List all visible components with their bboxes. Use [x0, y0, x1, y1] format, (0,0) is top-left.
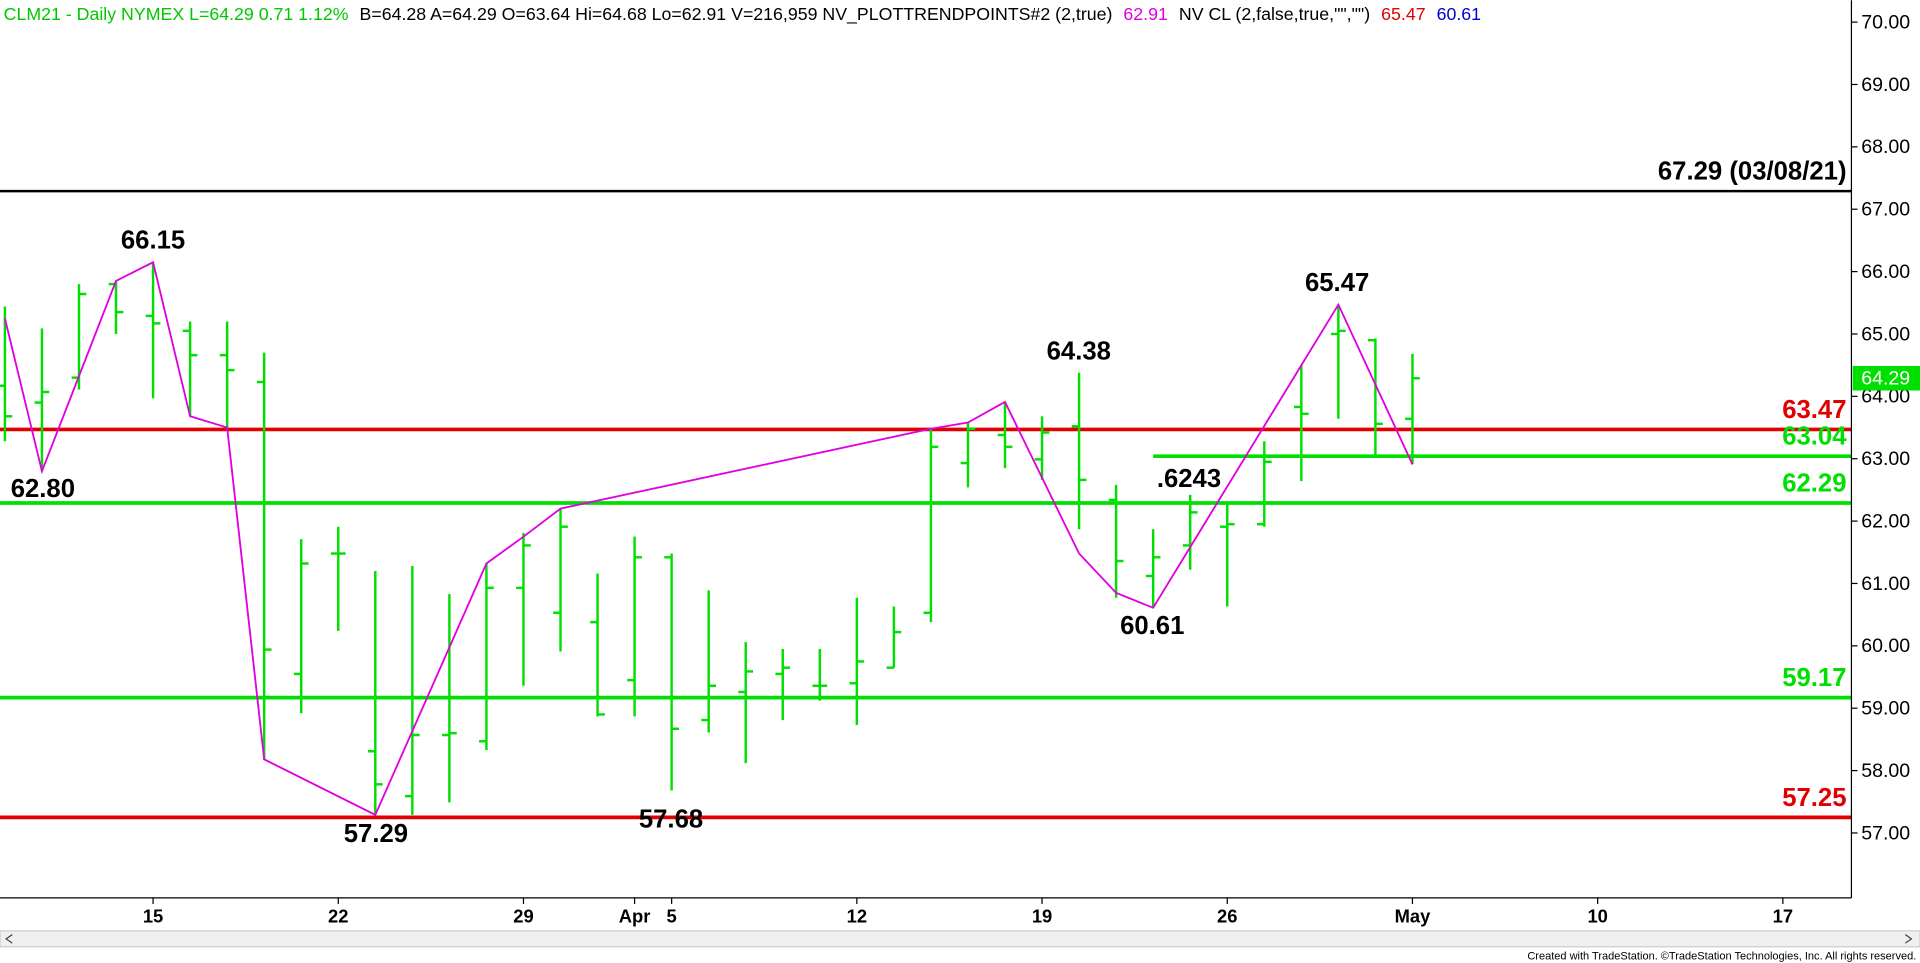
x-tick-label: 29 [513, 905, 533, 926]
x-tick-label: 26 [1217, 905, 1237, 926]
y-tick-label: 59.00 [1861, 698, 1910, 720]
level-label: 67.29 (03/08/21) [1658, 158, 1847, 186]
y-tick-label: 62.00 [1861, 510, 1910, 532]
level-label: 59.17 [1782, 664, 1846, 692]
annotation: 57.68 [639, 805, 703, 833]
header-item: B=64.28 A=64.29 O=63.64 Hi=64.68 Lo=62.9… [360, 4, 1113, 25]
last-price-label: 64.29 [1861, 368, 1910, 390]
x-tick-label: May [1395, 905, 1432, 926]
annotation: 65.47 [1305, 269, 1369, 297]
x-tick-label: 17 [1773, 905, 1793, 926]
x-tick-label: 10 [1587, 905, 1607, 926]
level-label: 63.47 [1782, 396, 1846, 424]
level-label: 62.29 [1782, 469, 1846, 497]
header-item: NV CL (2,false,true,"","") [1179, 4, 1370, 24]
annotation: 66.15 [121, 226, 185, 254]
footer: Created with TradeStation. ©TradeStation… [1527, 951, 1916, 963]
level-label: 57.25 [1782, 784, 1846, 812]
scroll-right[interactable] [1904, 934, 1913, 944]
x-tick-label: 15 [143, 905, 163, 926]
x-tick-label: 12 [847, 905, 867, 926]
header-item: CLM21 - Daily NYMEX L=64.29 0.71 1.12% [4, 4, 349, 24]
x-tick-label: Apr [619, 905, 651, 926]
y-tick-label: 63.00 [1861, 448, 1910, 470]
y-tick-label: 66.00 [1861, 261, 1910, 283]
scrollbar[interactable] [0, 930, 1920, 948]
annotation: 60.61 [1120, 612, 1184, 640]
header-item: 65.47 [1381, 4, 1425, 24]
header: CLM21 - Daily NYMEX L=64.29 0.71 1.12% B=… [4, 4, 1481, 25]
y-tick-label: 60.00 [1861, 635, 1910, 657]
scroll-left[interactable] [5, 934, 13, 944]
x-tick-label: 19 [1032, 905, 1052, 926]
annotation: .6243 [1157, 465, 1221, 493]
header-item: 60.61 [1437, 4, 1481, 24]
y-tick-label: 61.00 [1861, 573, 1910, 595]
last-price-tag [1852, 366, 1920, 391]
level-label: 63.04 [1782, 423, 1847, 451]
y-tick-label: 70.00 [1861, 12, 1910, 34]
y-tick-label: 67.00 [1861, 199, 1910, 221]
trend-line [4, 260, 1414, 817]
y-tick-label: 57.00 [1861, 822, 1910, 844]
y-tick-label: 68.00 [1861, 136, 1910, 158]
y-tick-label: 64.00 [1861, 386, 1910, 408]
annotation: 62.80 [11, 475, 75, 503]
x-tick-label: 22 [328, 905, 348, 926]
y-tick-label: 69.00 [1861, 74, 1910, 96]
x-tick-label: 5 [667, 905, 677, 926]
y-tick-label: 65.00 [1861, 323, 1910, 345]
annotation: 57.29 [344, 820, 408, 848]
header-item: 62.91 [1123, 4, 1167, 24]
annotation: 64.38 [1047, 338, 1111, 366]
y-tick-label: 58.00 [1861, 760, 1910, 782]
